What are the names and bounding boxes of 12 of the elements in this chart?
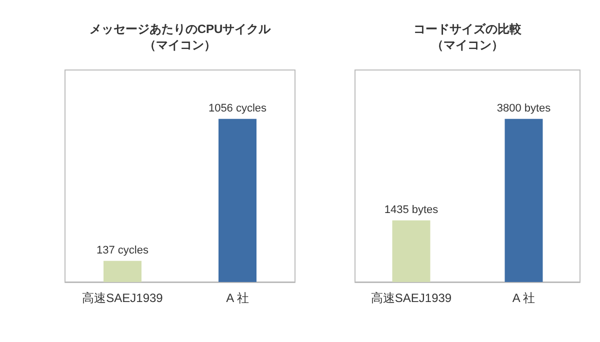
chart-title: コードサイズの比較 <box>414 22 522 36</box>
data-label: 1056 cycles <box>208 102 268 114</box>
x-tick-label: 高速SAEJ1939 <box>370 291 452 305</box>
data-label: 137 cycles <box>96 244 149 256</box>
chart-subtitle: （マイコン） <box>432 38 504 52</box>
chart-subtitle: （マイコン） <box>144 38 216 52</box>
data-label: 1435 bytes <box>384 204 439 216</box>
x-tick-label: 高速SAEJ1939 <box>82 291 164 305</box>
x-tick-label: A 社 <box>512 291 536 305</box>
data-label: 3800 bytes <box>496 102 552 114</box>
x-tick-label: A 社 <box>226 291 249 305</box>
chart-title: メッセージあたりのCPUサイクル <box>89 22 272 36</box>
